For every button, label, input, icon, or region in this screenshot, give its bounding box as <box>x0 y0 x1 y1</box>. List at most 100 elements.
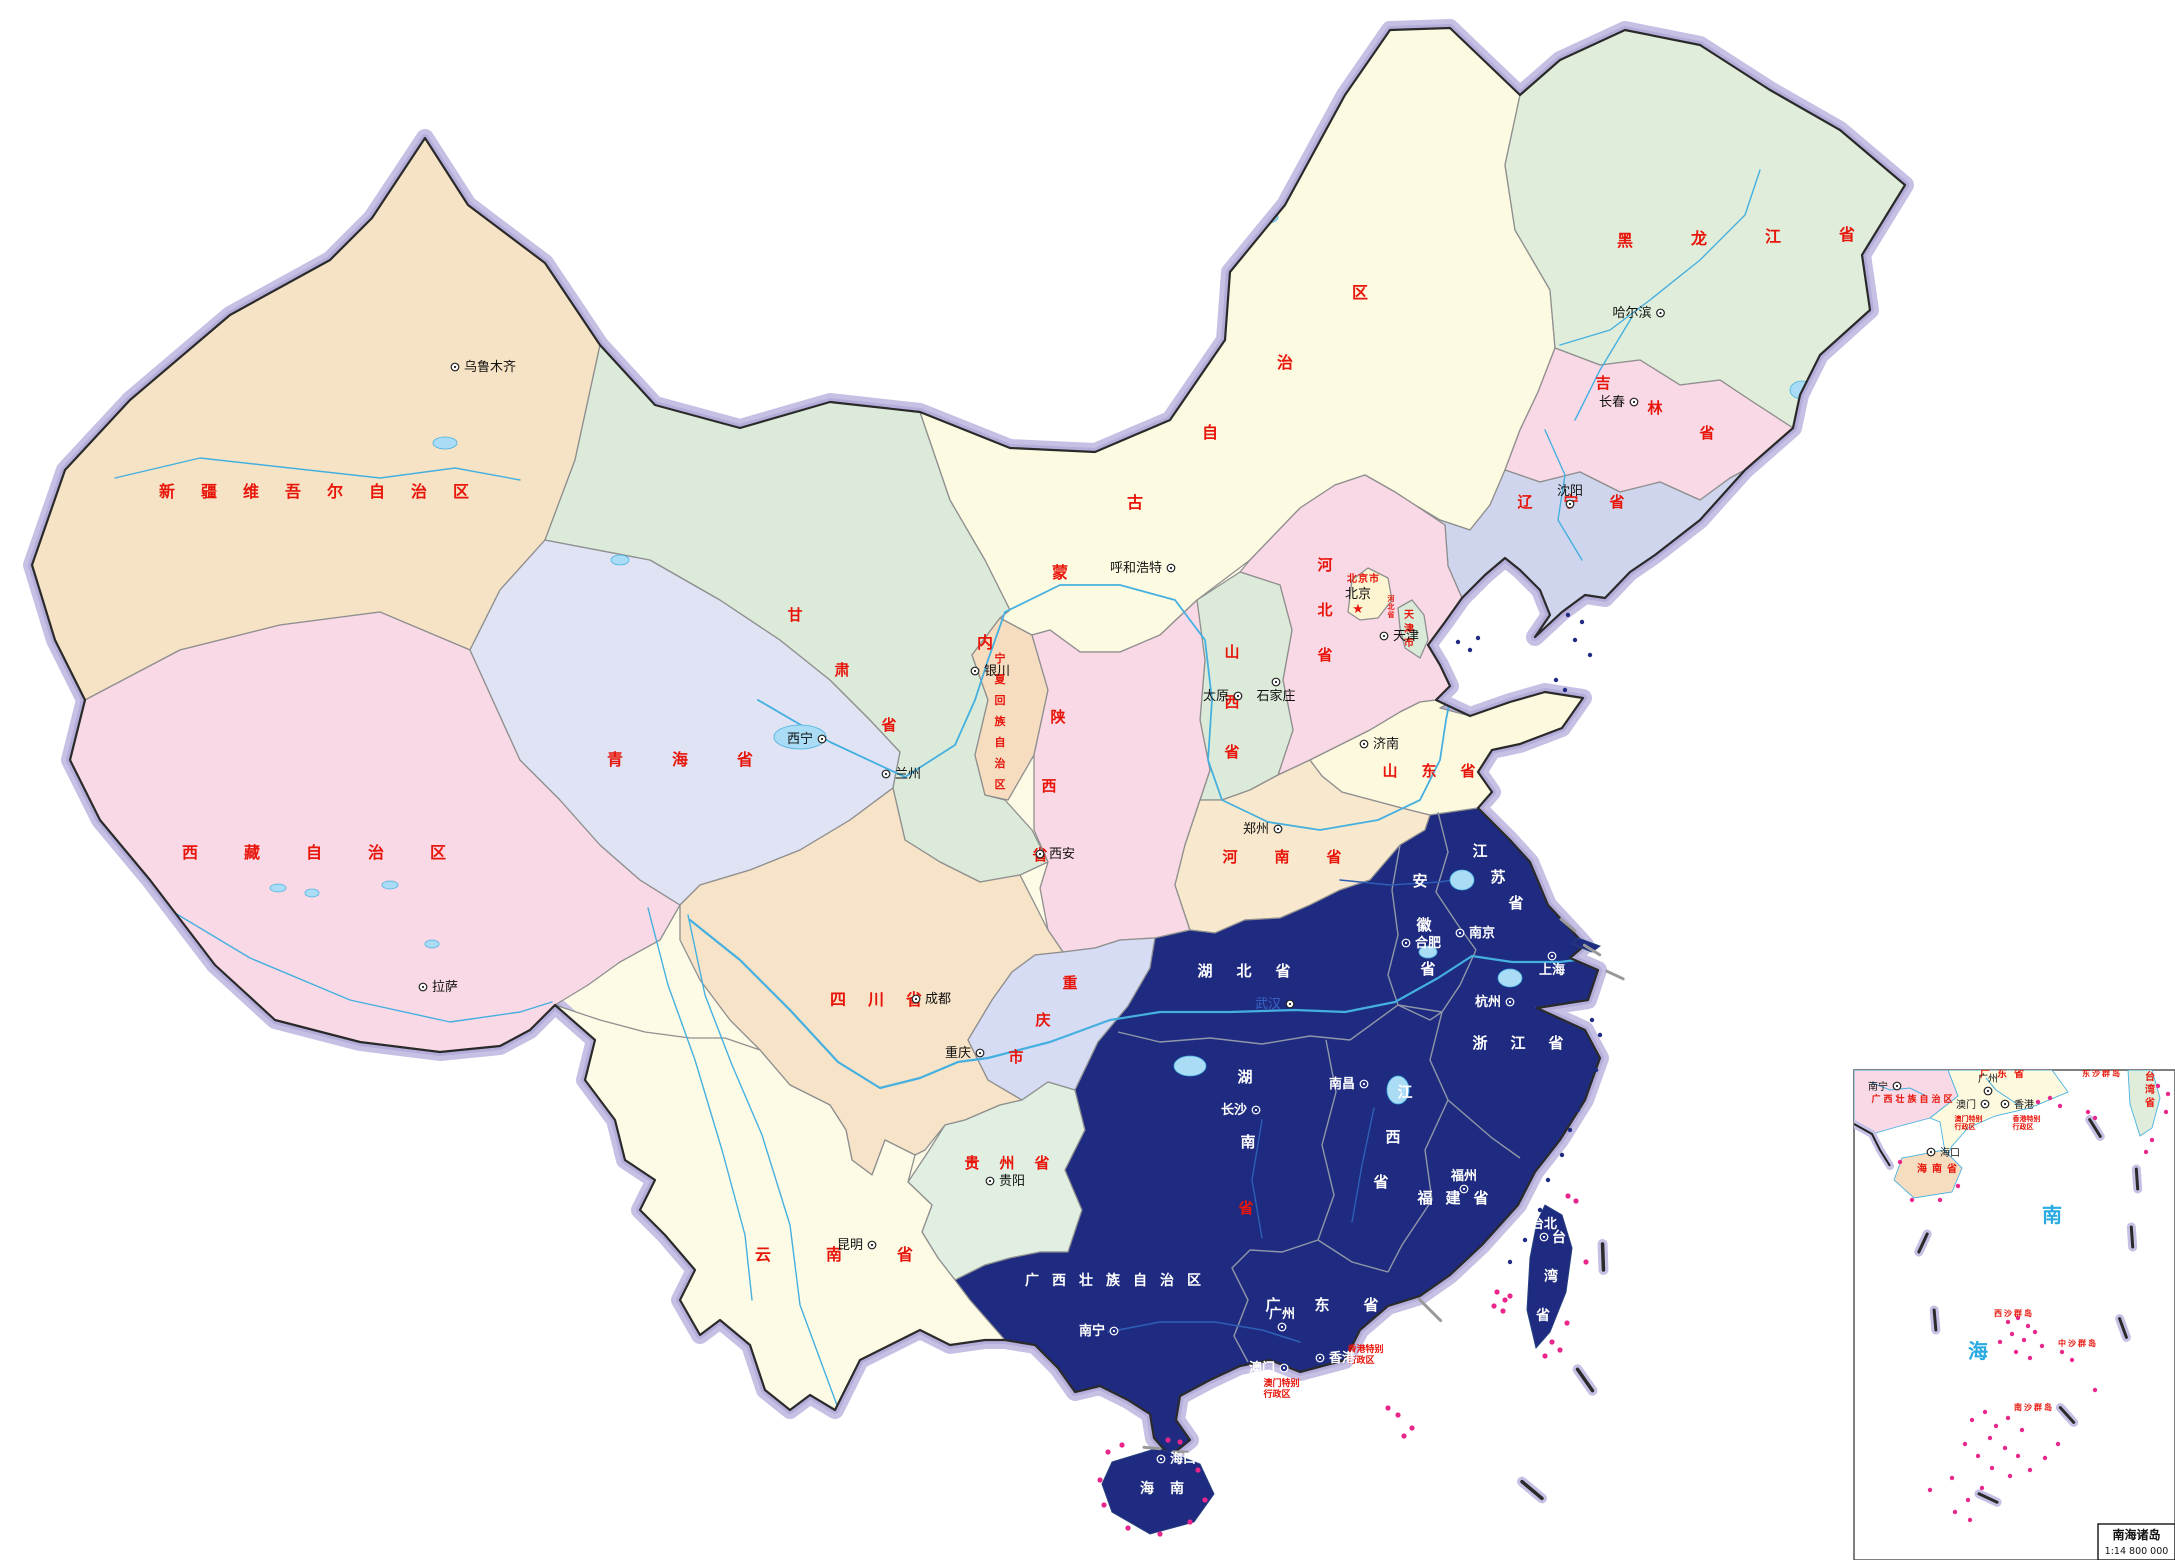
label-char: 别 <box>1975 1114 1983 1123</box>
label-char: 市 <box>1369 572 1379 585</box>
label-char: 别 <box>1373 1343 1383 1355</box>
inset-island-marker <box>2085 1109 2091 1115</box>
river <box>688 918 1594 1090</box>
label-char: 省 <box>896 1245 913 1264</box>
city-marker-dot <box>453 365 457 369</box>
label-char: 省 <box>1472 1189 1488 1207</box>
nine-dash <box>1600 1242 1606 1272</box>
inset-island-marker <box>2013 1349 2019 1355</box>
label-char: 东 <box>1421 762 1436 780</box>
label-char: 沙 <box>2092 1069 2100 1078</box>
label-char: 苏 <box>1490 868 1505 886</box>
label-char: 省 <box>1274 962 1290 980</box>
label-char: 陕 <box>1050 708 1065 726</box>
city-marker-dot <box>1362 1082 1366 1086</box>
label-char: 岛 <box>2044 1402 2052 1412</box>
city-marker-dot <box>1282 1366 1286 1370</box>
island-marker-pink <box>1502 1297 1508 1303</box>
label-char: 政 <box>1962 1122 1970 1131</box>
city-label: 天津 <box>1393 629 1419 644</box>
lake <box>269 883 287 893</box>
label-char: 壮 <box>1895 1093 1904 1105</box>
island-marker-pink <box>1165 1437 1171 1443</box>
city-marker-dot <box>1462 1187 1466 1191</box>
inner-border <box>1349 1004 1399 1041</box>
label-char: 天 <box>1404 609 1415 621</box>
city-label: 沈阳 <box>1557 484 1583 499</box>
inset-river <box>1985 1077 2021 1107</box>
scale-box-title: 南海诸岛 <box>2112 1527 2160 1542</box>
boundary-dash <box>1605 969 1625 981</box>
label-char: 政 <box>2020 1122 2028 1131</box>
label-char: 川 <box>867 990 884 1009</box>
label-char: 北 <box>1317 601 1332 619</box>
city-marker-dot <box>1895 1084 1899 1088</box>
city-label: 石家庄 <box>1256 688 1295 704</box>
label-char: 行 <box>1262 1388 1272 1400</box>
island-marker-pink <box>1097 1477 1103 1483</box>
label-char: 疆 <box>201 482 217 501</box>
city-label: 武汉 <box>1255 997 1281 1012</box>
label-char: 江 <box>1510 1034 1525 1052</box>
label-char: 省 <box>1535 1307 1550 1324</box>
inner-border <box>1387 844 1443 1013</box>
islet-dot <box>1553 677 1559 683</box>
islet-dot <box>1565 612 1571 618</box>
label-char: 自 <box>369 482 385 501</box>
islet-dot <box>1467 647 1473 653</box>
city-label: 西宁 <box>787 731 813 747</box>
label-char: 西 <box>1385 1128 1400 1146</box>
inner-border <box>1317 1239 1389 1273</box>
islet-dot <box>1587 652 1593 658</box>
city-marker-dot <box>421 985 425 989</box>
label-char: 省 <box>1237 1199 1253 1217</box>
label-char: 群 <box>2033 1402 2042 1412</box>
label-char: 区 <box>430 843 446 862</box>
label-char: 区 <box>1969 1123 1976 1131</box>
inset-island-marker <box>2007 1473 2013 1479</box>
inset-island-marker <box>1962 1441 1968 1447</box>
inner-border <box>1397 1004 1443 1021</box>
inset-island-marker <box>1927 1487 1933 1493</box>
label-char: 徽 <box>1415 916 1432 934</box>
city-label: 澳门 <box>1249 1360 1275 1376</box>
city-marker-dot <box>1986 1089 1990 1093</box>
inset-island-marker <box>2015 1315 2021 1321</box>
inset-island-marker <box>2015 1453 2021 1459</box>
inner-border <box>1117 1031 1351 1045</box>
city-label: 呼和浩特 <box>1110 561 1162 576</box>
inset-island-marker <box>1989 1465 1995 1471</box>
islet-dot <box>1579 619 1585 625</box>
river <box>1559 169 1761 346</box>
city-label: 成都 <box>925 992 951 1007</box>
label-char: 云 <box>755 1245 771 1264</box>
river <box>1351 1107 1375 1223</box>
city-label: 澳门 <box>1956 1098 1976 1111</box>
label-char: 特 <box>1365 1343 1374 1355</box>
city-marker-dot <box>1508 1000 1512 1004</box>
inset-island-marker <box>2019 1427 2025 1433</box>
inset-island-marker <box>2143 1149 2149 1155</box>
label-char: 维 <box>243 482 259 501</box>
label-char: 山 <box>1224 643 1239 661</box>
label-char: 别 <box>2033 1114 2041 1123</box>
label-char: 省 <box>1838 225 1855 244</box>
island-marker-pink <box>1564 1320 1570 1326</box>
label-char: 四 <box>830 990 846 1009</box>
river <box>1544 429 1583 561</box>
label-char: 湖 <box>1197 962 1212 980</box>
nine-dash <box>1575 1367 1595 1393</box>
label-char: 省 <box>1419 960 1435 978</box>
label-char: 江 <box>1472 842 1487 860</box>
label-char: 州 <box>998 1154 1014 1172</box>
label-char: 京 <box>1358 572 1368 585</box>
river <box>1107 1321 1301 1343</box>
island-hainan <box>1101 1447 1215 1535</box>
island-marker-pink <box>1565 1193 1571 1199</box>
inset-island-marker <box>1952 1509 1958 1515</box>
label-char: 湾 <box>1544 1268 1558 1285</box>
label-char: 港 <box>2020 1114 2028 1123</box>
capital-star: ★ <box>1352 602 1364 617</box>
islet-dot <box>1572 637 1578 643</box>
label-char: 治 <box>1277 353 1293 372</box>
